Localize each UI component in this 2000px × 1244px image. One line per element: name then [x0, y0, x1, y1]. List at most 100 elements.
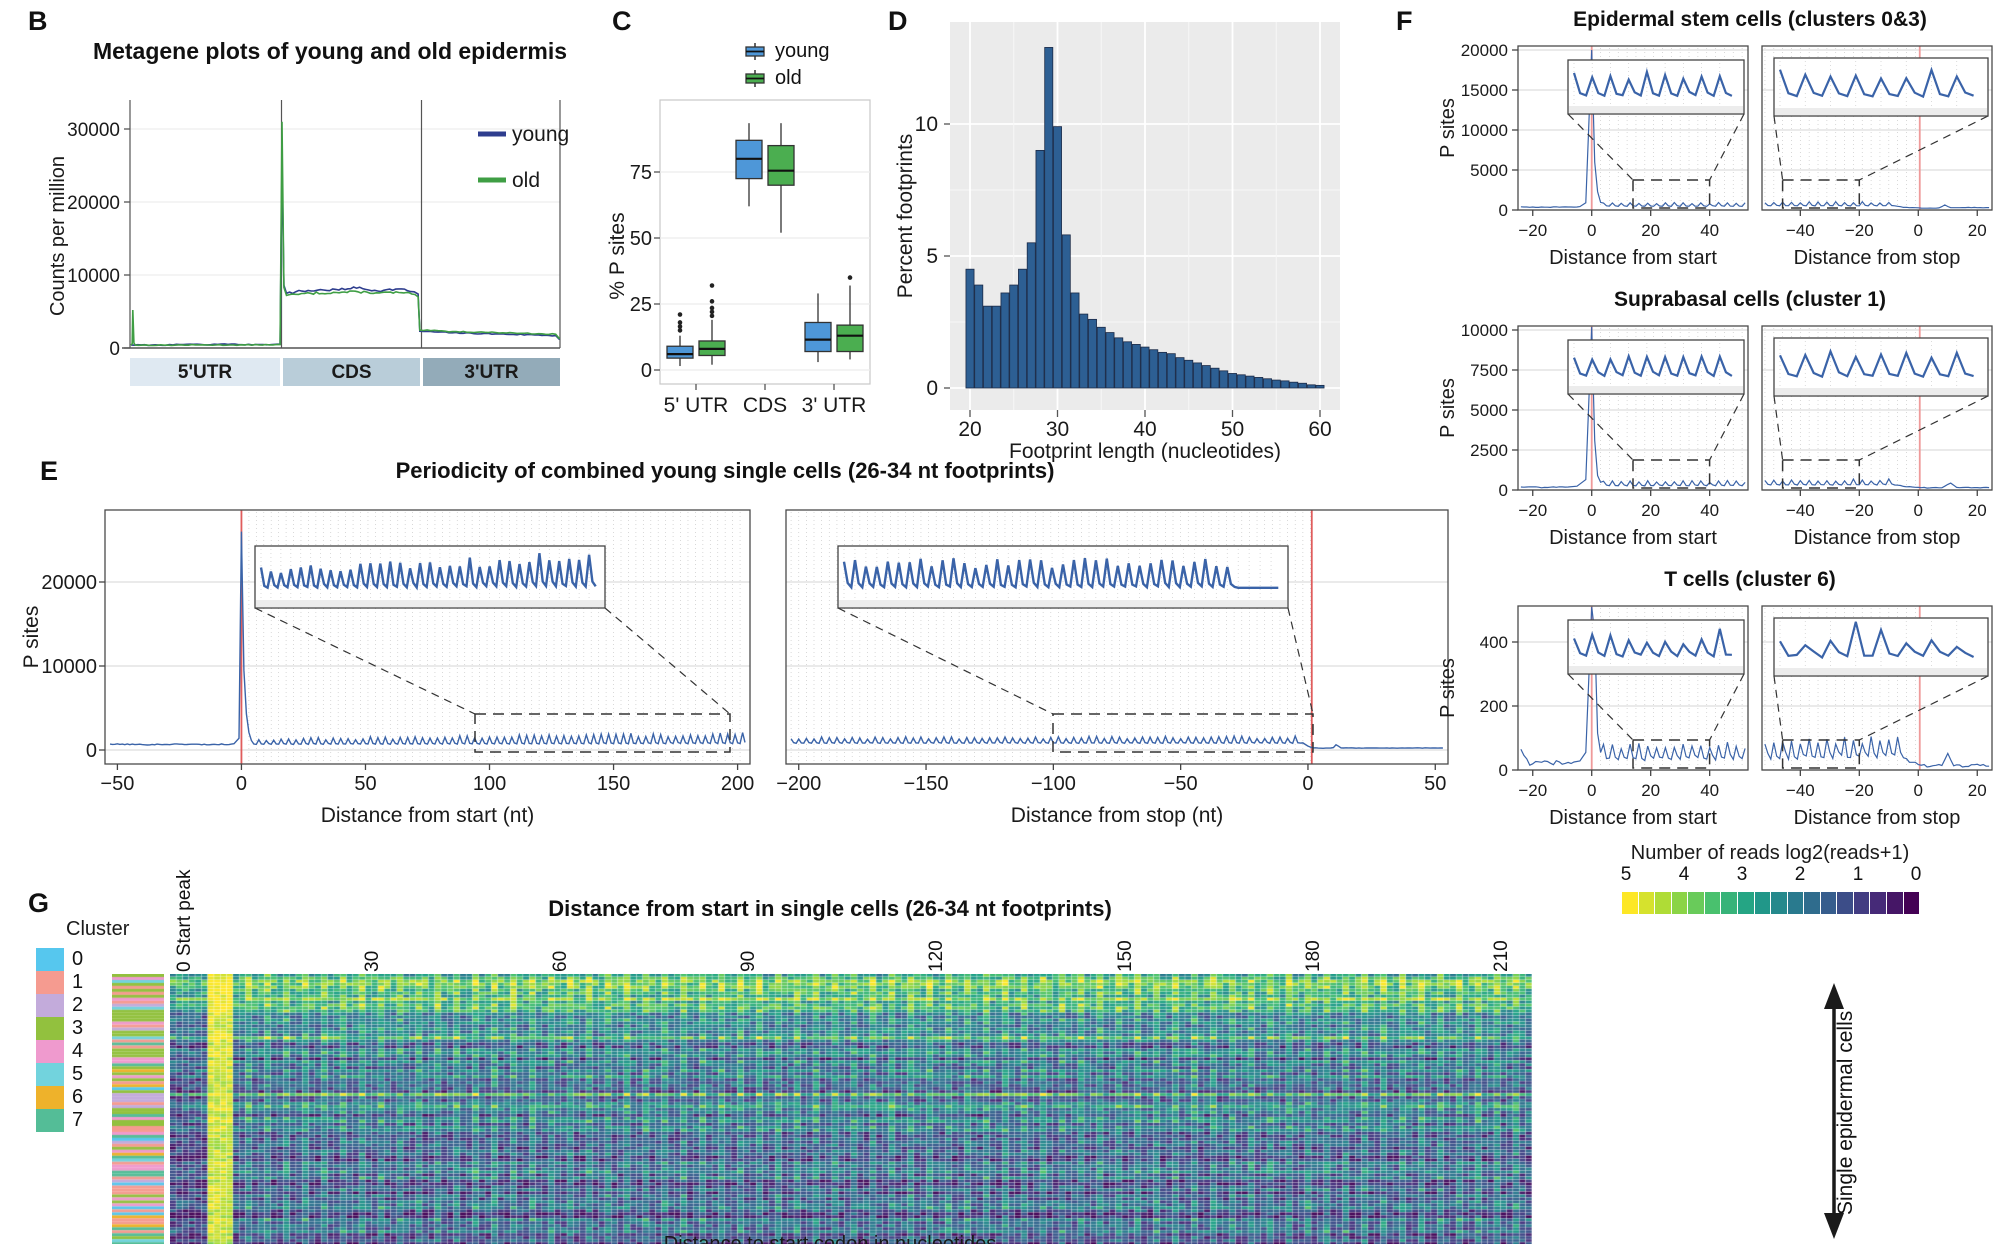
legend-label-old: old [775, 67, 802, 89]
heatmap-side-label: Single epidermal cells [1834, 1010, 1857, 1215]
zoom-inset [1773, 337, 1989, 397]
svg-text:0: 0 [109, 339, 120, 360]
svg-text:−20: −20 [1845, 781, 1874, 800]
svg-text:0: 0 [86, 740, 97, 762]
svg-text:Counts per million: Counts per million [47, 156, 69, 316]
p-sites-trace [109, 531, 746, 746]
colorbar-cell [1638, 892, 1655, 914]
svg-text:P sites: P sites [1440, 98, 1459, 158]
metagene-line-young [130, 161, 561, 347]
svg-text:3' UTR: 3' UTR [802, 394, 867, 417]
colorbar-cell [1787, 892, 1804, 914]
zoom-region-box [474, 713, 731, 753]
region-bar-CDS [283, 358, 420, 386]
svg-text:200: 200 [1480, 697, 1508, 716]
colorbar-cell [1903, 892, 1920, 914]
panel-f-label: F [1396, 6, 1413, 36]
cluster-swatch-4 [36, 1040, 64, 1063]
periodicity-stop-chart: −200 −150 −100 −50 0 50 Distance from stop (nt… [776, 509, 1449, 827]
colorbar-cell [1853, 892, 1870, 914]
panel-e-label: E [40, 456, 59, 486]
colorbar-tick-label: 1 [1852, 864, 1864, 885]
cluster-swatch-0 [36, 948, 64, 971]
svg-text:Distance from start: Distance from start [1549, 807, 1717, 829]
cluster-swatch-6 [36, 1086, 64, 1109]
svg-text:10000: 10000 [67, 266, 120, 287]
svg-text:Distance from start (nt): Distance from start (nt) [321, 804, 535, 827]
zoom-inset [1773, 617, 1989, 677]
svg-text:−50: −50 [100, 773, 134, 795]
svg-text:0: 0 [641, 360, 652, 382]
svg-text:5' UTR: 5' UTR [664, 394, 729, 417]
svg-text:400: 400 [1480, 633, 1508, 652]
cluster-label: 2 [72, 994, 84, 1016]
svg-text:0: 0 [1499, 201, 1508, 220]
colorbar-tick-label: 2 [1794, 864, 1806, 885]
svg-text:25: 25 [630, 294, 652, 316]
svg-text:0: 0 [1587, 781, 1596, 800]
svg-text:20: 20 [958, 418, 981, 441]
cluster-legend-item: 2 [36, 994, 83, 1017]
colorbar-label: Number of reads log2(reads+1) [1630, 842, 1910, 864]
heatmap-bottom-label: Distance to start codon in nucleotides [663, 1233, 997, 1244]
svg-text:0: 0 [926, 377, 938, 400]
svg-text:20: 20 [1968, 501, 1987, 520]
svg-text:0: 0 [1587, 221, 1596, 240]
heatmap-x-tick-label: 150 [1114, 940, 1136, 972]
metagene-line-old [130, 121, 561, 347]
svg-text:−20: −20 [1518, 781, 1547, 800]
svg-text:Distance from stop: Distance from stop [1794, 807, 1961, 829]
colorbar-cell [1721, 892, 1737, 914]
cluster-legend-item: 7 [36, 1109, 83, 1132]
zoom-inset [1567, 59, 1745, 115]
svg-text:10000: 10000 [1461, 321, 1508, 340]
box-5' UTR-young [666, 345, 694, 359]
colorbar-cell [1804, 892, 1820, 914]
svg-text:Distance from stop: Distance from stop [1794, 247, 1961, 269]
zoom-region-box [1781, 179, 1861, 209]
axis-ticks: −40 −20 0 20 [1786, 490, 1987, 520]
colorbar-cell [1887, 892, 1903, 914]
p-sites-trace [1764, 477, 1990, 489]
cluster-swatch-7 [36, 1109, 64, 1132]
zoom-region-box [1632, 739, 1711, 769]
svg-text:CDS: CDS [331, 362, 371, 383]
svg-text:7500: 7500 [1470, 361, 1508, 380]
cluster-label: 6 [72, 1086, 84, 1108]
svg-text:30: 30 [1046, 418, 1069, 441]
cluster-label: 3 [72, 1017, 84, 1039]
svg-text:30000: 30000 [67, 120, 120, 141]
svg-text:Distance from stop: Distance from stop [1794, 527, 1961, 549]
svg-text:0: 0 [1587, 501, 1596, 520]
zoom-region-box [1781, 459, 1861, 489]
zoom-region-box [1781, 739, 1861, 769]
cluster-label: 1 [72, 971, 84, 993]
svg-text:% P sites: % P sites [608, 212, 629, 299]
svg-text:0: 0 [236, 773, 247, 795]
zoom-region-box [1632, 459, 1711, 489]
cluster-swatch-3 [36, 1017, 64, 1040]
svg-text:P sites: P sites [1440, 658, 1459, 718]
f-row2-title: Suprabasal cells (cluster 1) [1614, 288, 1886, 311]
colorbar-tick-label: 0 [1910, 864, 1922, 885]
heatmap-x-tick-label: 30 [362, 950, 384, 972]
svg-text:10: 10 [915, 113, 938, 136]
colorbar-cell [1870, 892, 1886, 914]
svg-text:200: 200 [721, 773, 754, 795]
svg-text:10000: 10000 [1461, 121, 1508, 140]
colorbar-cell [1704, 892, 1721, 914]
axis-ticks: 0 25 50 75 5' UTR CDS 3' UTR [630, 162, 867, 417]
cluster-legend-title: Cluster [66, 918, 130, 940]
svg-text:−40: −40 [1786, 781, 1815, 800]
panel-c-label: C [612, 6, 632, 36]
svg-text:−200: −200 [776, 773, 821, 795]
cluster-legend-item: 3 [36, 1017, 83, 1040]
svg-text:Footprint length (nucleotides): Footprint length (nucleotides) [1009, 440, 1281, 462]
cluster-label: 4 [72, 1040, 84, 1062]
panel-g-label: G [28, 888, 50, 918]
svg-text:50: 50 [1424, 773, 1446, 795]
svg-text:20: 20 [1641, 221, 1660, 240]
colorbar-cell [1737, 892, 1754, 914]
colorbar-cell [1688, 892, 1704, 914]
